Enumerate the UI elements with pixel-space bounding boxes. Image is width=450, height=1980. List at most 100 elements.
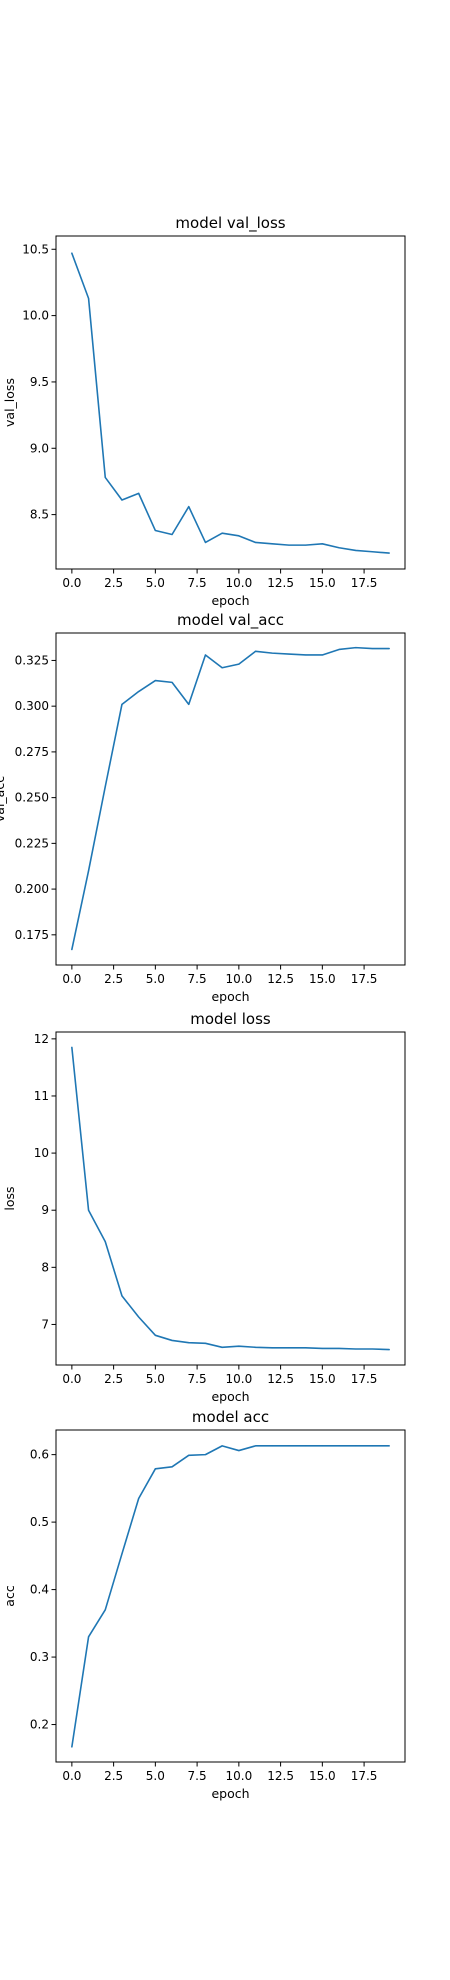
x-tick-label: 15.0 — [309, 576, 336, 590]
data-point — [255, 1445, 257, 1447]
data-point — [288, 1445, 290, 1447]
x-tick-label: 5.0 — [146, 1769, 165, 1783]
x-tick-label: 0.0 — [62, 1372, 81, 1386]
data-point — [355, 1445, 357, 1447]
x-tick-label: 7.5 — [188, 1372, 207, 1386]
data-point — [388, 1349, 390, 1351]
x-axis-label: epoch — [211, 593, 249, 608]
y-axis-label: val_acc — [0, 776, 7, 822]
x-tick-label: 2.5 — [104, 972, 123, 986]
data-point — [71, 1746, 73, 1748]
data-point — [104, 786, 106, 788]
data-point — [205, 654, 207, 656]
data-point — [255, 542, 257, 544]
data-point — [338, 1348, 340, 1350]
data-point — [321, 1445, 323, 1447]
plot-frame — [55, 632, 406, 966]
data-point — [271, 1347, 273, 1349]
data-point — [138, 1316, 140, 1318]
data-point — [255, 650, 257, 652]
data-point — [288, 544, 290, 546]
data-point — [355, 550, 357, 552]
chart-title: model loss — [190, 1010, 271, 1028]
x-tick-label: 7.5 — [188, 1769, 207, 1783]
y-tick-label: 0.200 — [15, 882, 49, 896]
data-point — [154, 1468, 156, 1470]
data-point — [271, 543, 273, 545]
data-point — [221, 667, 223, 669]
data-point — [104, 1241, 106, 1243]
x-tick-label: 5.0 — [146, 576, 165, 590]
x-tick-label: 15.0 — [309, 972, 336, 986]
data-point — [238, 663, 240, 665]
x-tick-label: 5.0 — [146, 1372, 165, 1386]
plot-frame — [55, 1429, 406, 1763]
data-point — [121, 1295, 123, 1297]
data-point — [355, 1348, 357, 1350]
data-point — [71, 1047, 73, 1049]
data-point — [221, 532, 223, 534]
data-point — [255, 1346, 257, 1348]
data-point — [171, 534, 173, 536]
data-point — [188, 703, 190, 705]
data-point — [221, 1346, 223, 1348]
y-tick-label: 0.4 — [30, 1583, 49, 1597]
data-point — [171, 681, 173, 683]
x-tick-label: 10.0 — [225, 1372, 252, 1386]
data-point — [154, 680, 156, 682]
data-point — [321, 654, 323, 656]
y-tick-label: 10.0 — [22, 309, 49, 323]
y-tick-label: 0.3 — [30, 1650, 49, 1664]
series-line — [71, 1445, 390, 1748]
data-point — [338, 649, 340, 651]
y-axis-label: loss — [2, 1186, 17, 1210]
data-point — [372, 1348, 374, 1350]
y-tick-label: 8.5 — [30, 508, 49, 522]
data-point — [238, 1450, 240, 1452]
chart-panel: model acc 0.0 2.5 5.0 7.5 10.0 12.5 15.0 17.5 0.2… — [2, 1408, 406, 1801]
x-axis-label: epoch — [211, 1786, 249, 1801]
data-point — [71, 252, 73, 254]
x-tick-label: 17.5 — [351, 972, 378, 986]
data-point — [138, 691, 140, 693]
data-point — [338, 1445, 340, 1447]
x-tick-label: 17.5 — [351, 576, 378, 590]
data-point — [321, 1348, 323, 1350]
y-tick-label: 8 — [41, 1260, 49, 1274]
y-tick-label: 0.275 — [15, 745, 49, 759]
data-point — [372, 551, 374, 553]
plot-frame — [55, 235, 406, 570]
data-point — [305, 1347, 307, 1349]
x-tick-label: 2.5 — [104, 576, 123, 590]
data-point — [372, 648, 374, 650]
series-line — [71, 1046, 390, 1351]
data-point — [372, 1445, 374, 1447]
y-tick-label: 0.6 — [30, 1448, 49, 1462]
data-point — [171, 1466, 173, 1468]
x-tick-label: 12.5 — [267, 576, 294, 590]
y-axis-label: acc — [2, 1585, 17, 1607]
x-tick-label: 17.5 — [351, 1372, 378, 1386]
chart-panel: model loss 0.0 2.5 5.0 7.5 10.0 12.5 15.0 17.5 7 8… — [2, 1010, 406, 1404]
data-point — [88, 870, 90, 872]
data-point — [355, 647, 357, 649]
x-tick-label: 2.5 — [104, 1372, 123, 1386]
y-tick-label: 0.2 — [30, 1718, 49, 1732]
y-tick-label: 10 — [34, 1146, 49, 1160]
x-tick-label: 10.0 — [225, 576, 252, 590]
data-point — [88, 1209, 90, 1211]
data-point — [121, 499, 123, 501]
data-point — [338, 547, 340, 549]
y-tick-label: 9.0 — [30, 441, 49, 455]
data-point — [305, 654, 307, 656]
data-point — [288, 653, 290, 655]
x-tick-label: 2.5 — [104, 1769, 123, 1783]
y-tick-label: 10.5 — [22, 242, 49, 256]
data-point — [138, 1498, 140, 1500]
x-tick-label: 12.5 — [267, 1769, 294, 1783]
data-point — [238, 535, 240, 537]
data-point — [154, 1334, 156, 1336]
y-tick-label: 9.5 — [30, 375, 49, 389]
data-point — [104, 1609, 106, 1611]
